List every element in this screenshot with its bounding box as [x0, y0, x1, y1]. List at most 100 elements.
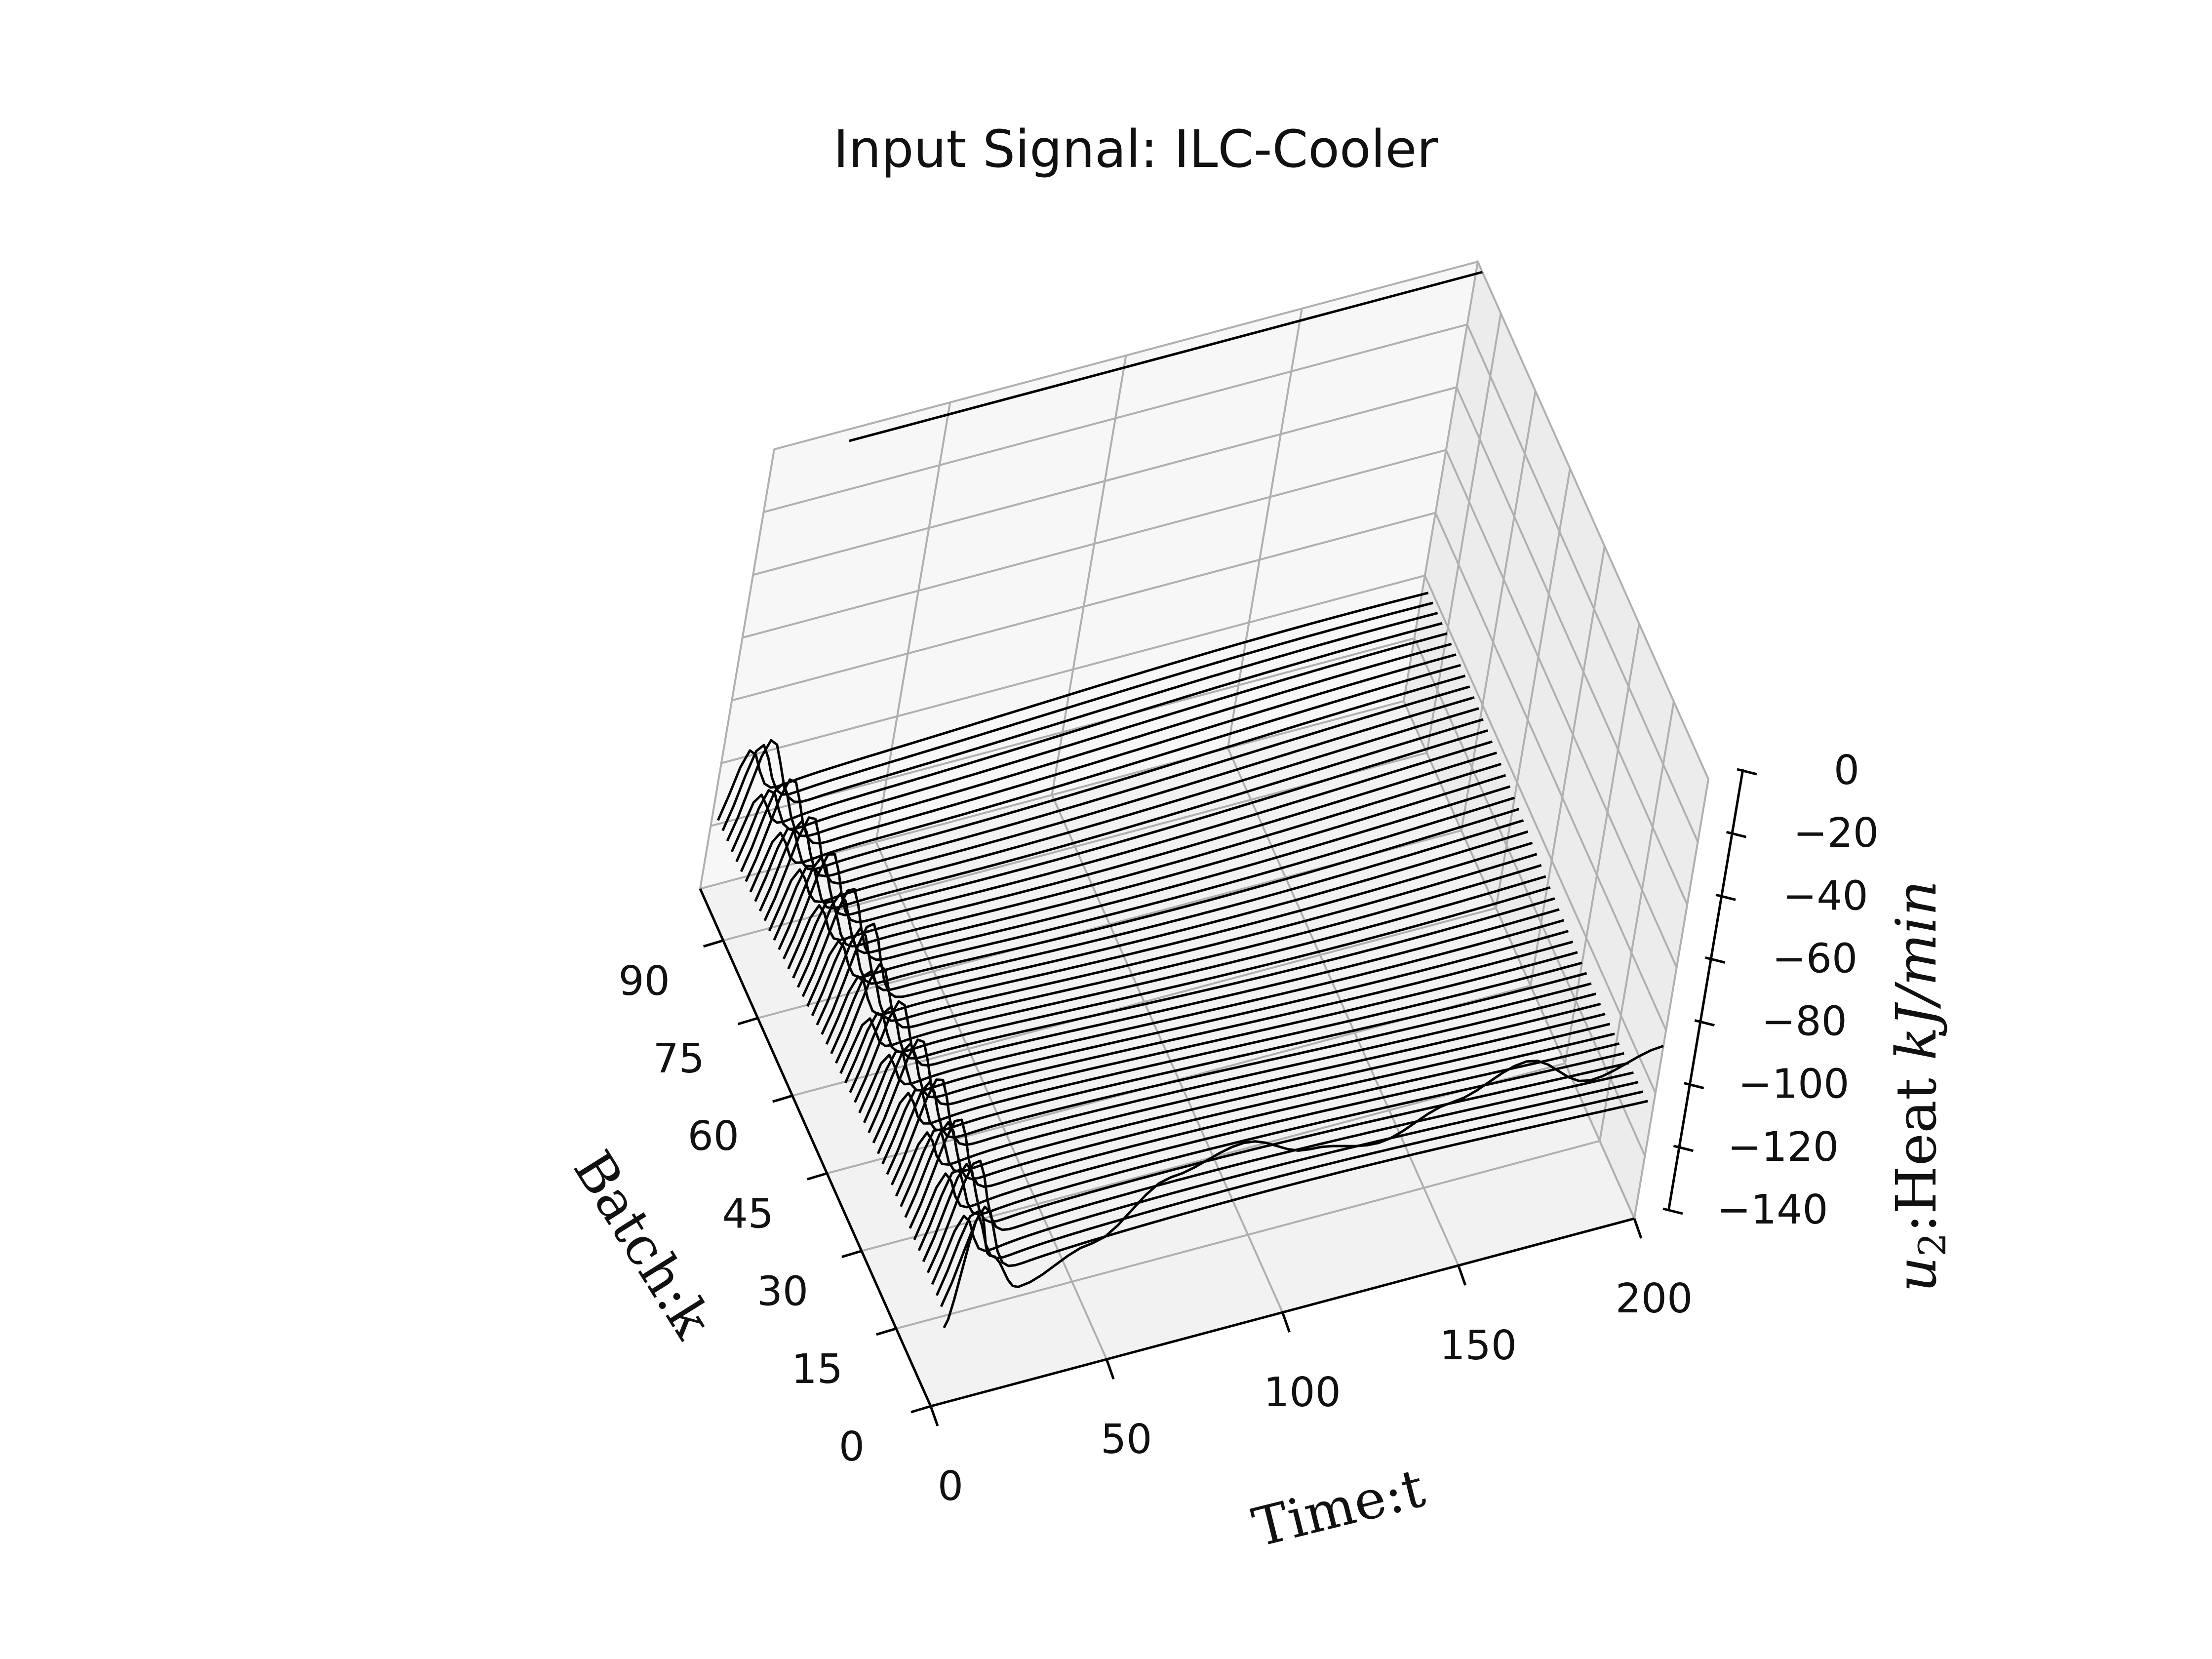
batch-trace [868, 940, 1574, 1134]
time-tick-label: 50 [1101, 1416, 1152, 1463]
batch-trace [926, 1071, 1634, 1273]
heat-tick-mark [1726, 830, 1747, 838]
batch-tick-mark [807, 1172, 828, 1181]
time-tick-mark [1457, 1265, 1467, 1286]
grid-line-side-batch [1564, 624, 1640, 1064]
batch-trace [876, 961, 1582, 1154]
grid-line-back-heat [742, 449, 1447, 639]
batch-tick-label: 15 [791, 1346, 843, 1393]
batch-trace [754, 674, 1466, 902]
grid-line-side-batch [1529, 546, 1606, 986]
batch-trace [745, 653, 1457, 882]
batch-trace [740, 642, 1452, 872]
batch-trace [881, 972, 1587, 1165]
grid-line-side-heat [1456, 387, 1688, 906]
batch-trace [854, 908, 1560, 1103]
grid-line-side-heat [1434, 512, 1667, 1031]
time-tick-mark [1633, 1218, 1643, 1239]
grid-line-side-heat [1466, 324, 1699, 842]
grid-line-side-heat [1413, 638, 1646, 1156]
batch-tick-label: 0 [839, 1423, 865, 1470]
time-tick-label: 0 [938, 1463, 963, 1510]
batch-trace [716, 592, 1429, 821]
batch-trace [778, 729, 1488, 950]
batch-axis-line [699, 888, 932, 1407]
batch-trace [849, 897, 1555, 1093]
batch-trace [858, 919, 1564, 1113]
grid-line-side-batch [1425, 313, 1502, 753]
batch-tick-mark [841, 1250, 862, 1258]
heat-axis-line [1667, 769, 1744, 1209]
grid-line-back-heat [731, 512, 1436, 702]
batch-tick-label: 90 [619, 958, 670, 1005]
grid-line-floor-batch [792, 907, 1497, 1097]
heat-tick-mark [1694, 1019, 1715, 1027]
batch-trace [801, 785, 1511, 997]
time-tick-mark [1105, 1359, 1115, 1380]
grid-line-back-heat [774, 261, 1478, 450]
grid-line-back-time [1226, 308, 1303, 749]
grid-line-floor-time [1226, 748, 1460, 1266]
time-tick-label: 200 [1616, 1275, 1693, 1322]
grid-line-side-heat [1477, 261, 1709, 780]
batch-trace [773, 718, 1484, 941]
batch-tick-mark [876, 1327, 897, 1336]
batch-tick-label: 45 [722, 1190, 774, 1237]
batch-trace [844, 886, 1551, 1084]
time-tick-mark [1281, 1312, 1291, 1333]
batch-trace [834, 864, 1542, 1064]
grid-line-side-heat [1445, 449, 1678, 968]
grid-line-floor-time [1051, 794, 1284, 1313]
grid-line-floor-batch [896, 1140, 1600, 1330]
time-tick-label: 150 [1439, 1322, 1517, 1369]
batch-trace [796, 774, 1506, 988]
time-tick-label: 100 [1264, 1369, 1341, 1416]
heat-tick-label: −80 [1762, 998, 1847, 1045]
batch-trace [908, 1032, 1615, 1229]
batch-trace [900, 1013, 1606, 1207]
batch-trace [806, 796, 1515, 1007]
batch-tick-mark [703, 939, 724, 948]
heat-label-subscript: 2 [1910, 1233, 1954, 1257]
batch-trace [792, 762, 1502, 979]
time-axis-label: Time:t [1247, 1457, 1430, 1559]
chart-title: Input Signal: ILC-Cooler [833, 119, 1438, 179]
heat-tick-label: −120 [1728, 1124, 1839, 1171]
heat-tick-label: −100 [1738, 1061, 1849, 1108]
batch-trace [825, 841, 1533, 1045]
heat-tick-label: −140 [1717, 1186, 1828, 1233]
grid-line-side-batch [1495, 468, 1571, 908]
batch-trace [940, 1100, 1648, 1307]
batch-trace [895, 1002, 1601, 1197]
batch-trace [730, 622, 1443, 853]
grid-line-side-heat [1403, 701, 1635, 1219]
batch-trace [768, 707, 1479, 932]
batch-tick-label: 75 [653, 1035, 705, 1082]
grid-line-side-batch [1460, 391, 1537, 831]
tick-labels: 0 50 100 150 200 0 15 30 45 60 75 90 0 −20 −40 −60 −80 −1… [619, 747, 1879, 1510]
batch-trace [863, 930, 1569, 1123]
heat-tick-label: −20 [1793, 810, 1879, 857]
batch-trace [726, 612, 1438, 842]
batch-trace [735, 632, 1448, 863]
batch-trace [821, 830, 1529, 1035]
batch-trace [935, 1090, 1644, 1296]
batch-trace [839, 875, 1546, 1074]
batch-trace [931, 1081, 1639, 1285]
grid-line-back-heat [763, 323, 1468, 514]
batch-tick-label: 60 [688, 1113, 739, 1160]
heat-tick-label: −40 [1783, 872, 1868, 919]
batch-trace [886, 982, 1592, 1175]
time-tick-mark [929, 1406, 939, 1426]
heat-tick-label: −60 [1772, 935, 1857, 982]
heat-label-separator: : [1885, 1214, 1949, 1233]
grid-line-side-heat [1424, 575, 1657, 1094]
batch-tick-label: 30 [757, 1268, 808, 1315]
batch-axis-label: Batch:k [561, 1141, 724, 1349]
grid-line-back-heat [721, 574, 1425, 764]
grid-line-back-time [875, 402, 951, 842]
heat-tick-mark [1715, 893, 1736, 901]
grid-line-side-batch [1633, 779, 1709, 1219]
